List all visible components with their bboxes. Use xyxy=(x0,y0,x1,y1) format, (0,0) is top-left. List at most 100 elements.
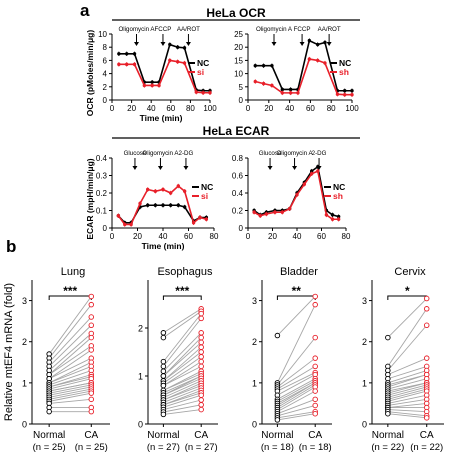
ocr-header: HeLa OCR xyxy=(206,6,266,20)
esophagus-ca-point xyxy=(198,330,204,336)
esophagus-normal-point xyxy=(160,334,167,341)
ocr-right-data-point xyxy=(323,61,327,65)
esophagus-category-label: Normal xyxy=(147,430,179,441)
ocr-right-injection-label: AA/ROT xyxy=(318,26,341,33)
ecar-right-x-tick-label: 60 xyxy=(317,232,326,241)
ocr-right-x-tick-label: 20 xyxy=(264,104,273,113)
lung-ca-point xyxy=(88,347,95,353)
ocr-left-injection-arrowhead xyxy=(185,42,191,46)
cervix-pair-line xyxy=(387,394,427,404)
bladder-y-tick-label: 2 xyxy=(252,337,257,347)
bladder-pair-line xyxy=(277,296,316,336)
ecar-left-y-tick-label: 0.2 xyxy=(96,189,108,198)
cervix-normal-point xyxy=(385,410,391,417)
lung-pair-line xyxy=(49,398,92,404)
ocr-left-x-tick-label: 20 xyxy=(127,104,136,113)
esophagus-normal-point xyxy=(160,358,167,365)
ecar-left-data-point xyxy=(129,222,133,227)
cervix-pair-line xyxy=(387,388,427,400)
lung-n-label: (n = 25) xyxy=(75,442,108,453)
ocr-right-legend-label-0: NC xyxy=(339,58,351,68)
bladder-category-label: Normal xyxy=(261,430,293,441)
ecar-left-injection-label: Glucose xyxy=(124,150,147,157)
ocr-left-y-tick-label: 4 xyxy=(103,70,108,79)
ecar-right-data-point xyxy=(302,182,307,186)
ecar-right-data-point xyxy=(287,207,292,211)
ocr-right-x-tick-label: 80 xyxy=(327,104,336,113)
lung-pair-line xyxy=(49,382,92,392)
ocr-right-data-point xyxy=(253,79,257,84)
ocr-right-data-point xyxy=(323,40,327,45)
esophagus-ca-point xyxy=(198,334,204,341)
bladder-y-tick-label: 0 xyxy=(252,420,257,430)
ecar-right-chart: 0 0.2 0.4 0.6 0.8 0 20 40 60 80 GlucoseOligomycin … xyxy=(232,150,351,241)
bladder-significance-label: ** xyxy=(292,284,302,298)
lung-pair-line xyxy=(49,388,92,398)
ecar-right-injection-arrowhead xyxy=(292,166,298,170)
ecar-left-injection-arrowhead xyxy=(132,166,138,170)
lung-n-label: (n = 25) xyxy=(33,442,66,453)
ocr-right-data-point xyxy=(343,93,347,97)
esophagus-pair-line xyxy=(163,409,202,415)
ecar-left-injection-label: 2-DG xyxy=(179,150,194,157)
ocr-right-data-point xyxy=(343,89,347,93)
ocr-right-x-tick-label: 0 xyxy=(246,104,251,113)
cervix-pair-line xyxy=(387,402,427,408)
ocr-left-x-tick-label: 60 xyxy=(166,104,175,113)
cervix-pair-line xyxy=(387,308,428,367)
ocr-right-y-tick-label: 0 xyxy=(239,96,244,105)
bladder-pair-line xyxy=(277,411,316,419)
ocr-left-y-tick-label: 0 xyxy=(103,96,108,105)
bladder-pair-line xyxy=(277,384,316,408)
ecar-right-data-point xyxy=(310,169,314,173)
ocr-right-data-point xyxy=(350,89,354,93)
cervix-pair-line xyxy=(387,411,427,417)
ecar-right-data-point xyxy=(310,172,314,176)
lung-ca-point xyxy=(88,322,95,329)
ecar-left-y-tick-label: 0.3 xyxy=(96,172,108,181)
ocr-left-x-tick-label: 40 xyxy=(147,104,156,113)
lung-pair-line xyxy=(48,357,92,380)
ecar-right-y-tick-label: 0.4 xyxy=(232,189,244,198)
bladder-normal-point xyxy=(274,332,281,339)
esophagus-title: Esophagus xyxy=(157,266,213,278)
ocr-right-series-line-0 xyxy=(255,39,352,92)
cervix-y-tick-label: 2 xyxy=(362,337,367,347)
lung-pair-line xyxy=(49,390,92,400)
ecar-left-data-point xyxy=(176,184,180,188)
lung-ca-point xyxy=(88,390,95,396)
lung-ca-point xyxy=(88,293,95,300)
ocr-right-x-tick-label: 100 xyxy=(345,104,359,113)
ecar-left-x-tick-label: 20 xyxy=(133,232,142,241)
bladder-pair-line xyxy=(277,357,316,388)
ecar-header: HeLa ECAR xyxy=(203,124,270,138)
ocr-left-data-point xyxy=(125,62,129,67)
ocr-left-data-point xyxy=(208,91,212,95)
ocr-left-data-point xyxy=(182,46,187,50)
ecar-left-injection-arrowhead xyxy=(183,166,189,170)
ocr-right-y-tick-label: 25 xyxy=(234,30,243,39)
esophagus-ca-point xyxy=(198,354,204,360)
ecar-left-x-tick-label: 0 xyxy=(110,232,115,241)
bladder-y-tick-label: 1 xyxy=(252,378,257,388)
ecar-left-injection-arrowhead xyxy=(157,166,163,170)
lung-ca-point xyxy=(88,396,95,403)
ecar-right-data-point xyxy=(258,214,262,218)
cervix-pair-line xyxy=(387,298,428,338)
esophagus-pair-line xyxy=(163,313,202,362)
ocr-right-data-point xyxy=(315,42,320,47)
cervix-title: Cervix xyxy=(394,266,426,278)
cervix-category-label: Normal xyxy=(372,430,404,441)
ecar-right-data-point xyxy=(273,210,277,214)
esophagus-y-tick-label: 1 xyxy=(138,372,143,382)
ocr-left-data-point xyxy=(182,61,187,65)
esophagus-ca-point xyxy=(198,402,204,408)
ecar-right-data-point xyxy=(330,213,335,217)
ecar-left-injection-label: Oligomycin A xyxy=(142,150,179,157)
ocr-right-injection-label: FCCP xyxy=(294,26,311,33)
ocr-left-data-point xyxy=(201,91,205,95)
ecar-left-x-tick-label: 40 xyxy=(159,232,168,241)
esophagus-pair-line xyxy=(163,351,202,382)
esophagus-ca-point xyxy=(198,344,204,350)
